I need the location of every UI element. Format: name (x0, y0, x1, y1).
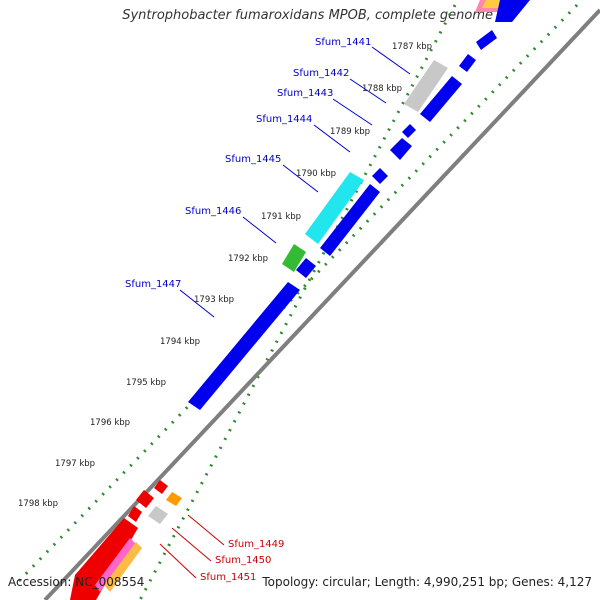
gene-label[interactable]: Sfum_1449 (228, 539, 284, 550)
gene-sfum-1451-red[interactable] (70, 518, 142, 600)
kbp-label: 1792 kbp (228, 254, 268, 264)
gene-red-small-2[interactable] (136, 490, 154, 508)
gene-label-leader (332, 98, 373, 126)
gene-sfum-1441-arrow[interactable] (476, 30, 497, 50)
gene-label[interactable]: Sfum_1445 (225, 154, 281, 165)
outer-tick-line (138, 4, 457, 600)
kbp-label-group: 1787 kbp 1788 kbp 1789 kbp 1790 kbp 1791 kbp… (18, 42, 432, 509)
gene-red-small-3[interactable] (128, 506, 142, 522)
gene-label[interactable]: Sfum_1441 (315, 37, 371, 48)
gene-label[interactable]: Sfum_1447 (125, 279, 181, 290)
gene-sfum-1445-cyan[interactable] (305, 172, 364, 244)
kbp-label: 1798 kbp (18, 499, 58, 509)
gene-sfum-1442-arrow[interactable] (459, 54, 476, 72)
gene-label-leader (187, 514, 225, 546)
gene-label-leader (171, 527, 212, 562)
gene-sfum-1443-arrow[interactable] (420, 76, 462, 122)
gene-sfum-1447-arrow[interactable] (188, 282, 300, 410)
kbp-label: 1797 kbp (55, 459, 95, 469)
gene-sfum-1450-grey[interactable] (148, 506, 168, 524)
kbp-label: 1794 kbp (160, 337, 200, 347)
gene-grey-1442[interactable] (404, 60, 448, 112)
gene-label-group: Sfum_1441 Sfum_1442 Sfum_1443 Sfum_1444 Sfum… (125, 37, 411, 583)
kbp-label: 1790 kbp (296, 169, 336, 179)
kbp-label: 1793 kbp (194, 295, 234, 305)
gene-label-leader (349, 78, 387, 104)
gene-sfum-1445-arrow[interactable] (320, 168, 388, 256)
gene-label-leader (242, 216, 277, 244)
gene-label-leader (159, 543, 197, 579)
genome-backbone (43, 8, 600, 600)
kbp-label: 1796 kbp (90, 418, 130, 428)
accession-text: Accession: NC_008554 (8, 575, 145, 589)
kbp-label: 1791 kbp (261, 212, 301, 222)
kbp-label: 1789 kbp (330, 127, 370, 137)
gene-sfum-1449-orange[interactable] (166, 492, 182, 506)
gene-label[interactable]: Sfum_1446 (185, 206, 241, 217)
gene-label[interactable]: Sfum_1443 (277, 88, 333, 99)
gene-label[interactable]: Sfum_1451 (200, 572, 256, 583)
genome-title: Syntrophobacter fumaroxidans MPOB, compl… (122, 8, 493, 23)
gene-label-leader (179, 289, 215, 318)
kbp-label: 1788 kbp (362, 84, 402, 94)
gene-label[interactable]: Sfum_1442 (293, 68, 349, 79)
gene-sfum-1446-arrow[interactable] (296, 258, 316, 278)
gene-label-leader (282, 164, 319, 193)
gene-fragment-top (475, 0, 530, 22)
gene-label-leader (313, 124, 351, 153)
gene-label-leader (371, 46, 411, 75)
gene-label[interactable]: Sfum_1444 (256, 114, 312, 125)
topology-summary: Topology: circular; Length: 4,990,251 bp… (262, 575, 592, 589)
kbp-label: 1795 kbp (126, 378, 166, 388)
gene-sfum-1446-green[interactable] (282, 244, 306, 272)
gene-red-small-1[interactable] (154, 480, 168, 494)
kbp-label: 1787 kbp (392, 42, 432, 52)
gene-label[interactable]: Sfum_1450 (215, 555, 271, 566)
gene-sfum-1444-arrow[interactable] (390, 124, 416, 160)
